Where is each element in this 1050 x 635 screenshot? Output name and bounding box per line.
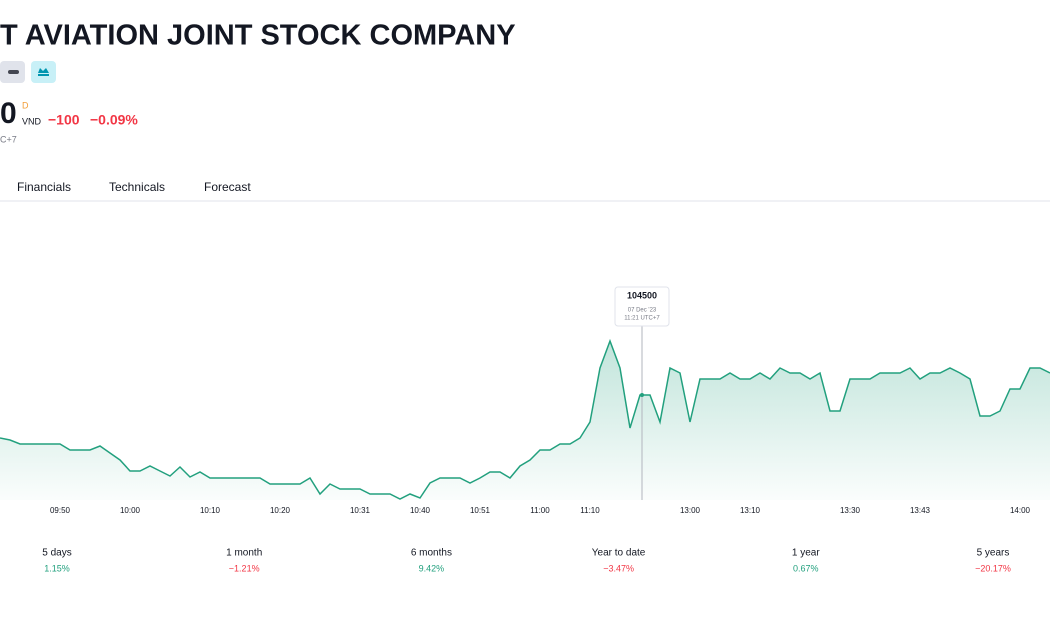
price-change: −100 [48, 112, 80, 128]
period-change: 1.15% [44, 563, 70, 573]
period-change: −3.47% [603, 563, 634, 573]
tab[interactable]: Forecast [204, 180, 251, 194]
period-label[interactable]: 1 year [792, 548, 820, 559]
timezone: C+7 [0, 134, 17, 144]
tab[interactable]: Technicals [109, 180, 165, 194]
tab[interactable]: Financials [17, 180, 71, 194]
x-tick-label: 10:51 [470, 506, 491, 515]
price-line [0, 338, 1050, 500]
period-label[interactable]: 5 days [42, 548, 71, 559]
period-change: 9.42% [419, 563, 445, 573]
company-title: T AVIATION JOINT STOCK COMPANY [0, 20, 516, 52]
tooltip-date: 07 Dec '23 [628, 308, 657, 314]
period-change: −20.17% [975, 563, 1011, 573]
period-label[interactable]: 6 months [411, 548, 452, 559]
price: 0 [0, 97, 17, 130]
x-tick-label: 11:10 [580, 506, 600, 515]
x-tick-label: 13:00 [680, 506, 701, 515]
price-flag: D [22, 100, 29, 110]
price-change-percent: −0.09% [90, 112, 138, 128]
period-label[interactable]: Year to date [592, 548, 646, 559]
area [0, 341, 1050, 500]
x-tick-label: 10:00 [120, 506, 141, 515]
hover-point [640, 393, 644, 397]
tooltip-box [614, 286, 670, 327]
tooltip-time: 11:21 UTC+7 [624, 316, 660, 322]
period-change: −1.21% [229, 563, 260, 573]
x-tick-label: 13:10 [740, 506, 761, 515]
x-tick-label: 10:10 [200, 506, 221, 515]
x-tick-label: 13:43 [910, 506, 931, 515]
x-tick-label: 10:20 [270, 506, 291, 515]
period-label[interactable]: 5 years [977, 548, 1010, 559]
badge-icon [8, 70, 19, 74]
tooltip-value: 104500 [627, 290, 657, 300]
x-tick-label: 14:00 [1010, 506, 1031, 515]
x-tick-label: 10:31 [350, 506, 371, 515]
x-tick-label: 09:50 [50, 506, 71, 515]
period-label[interactable]: 1 month [226, 548, 262, 559]
x-tick-label: 13:30 [840, 506, 861, 515]
period-change: 0.67% [793, 563, 819, 573]
x-tick-label: 10:40 [410, 506, 431, 515]
x-tick-label: 11:00 [530, 506, 550, 515]
crown-icon [38, 68, 49, 76]
currency: VND [22, 116, 42, 126]
